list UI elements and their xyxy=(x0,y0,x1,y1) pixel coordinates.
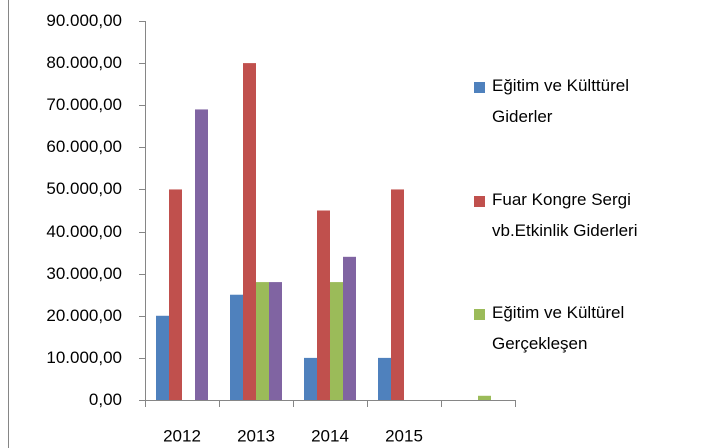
x-tick-label: 2012 xyxy=(163,426,201,445)
bar xyxy=(269,282,282,400)
bar xyxy=(304,357,317,400)
y-tick-label: 10.000,00 xyxy=(46,348,122,367)
y-tick-label: 60.000,00 xyxy=(46,137,122,156)
legend-label: Fuar Kongre Sergi vb.Etkinlik Giderleri xyxy=(492,190,638,240)
legend-swatch xyxy=(474,196,485,207)
legend-label: Eğitim ve Kültürel Gerçekleşen xyxy=(492,303,629,353)
x-tick-label: 2013 xyxy=(237,426,275,445)
bar xyxy=(378,357,391,400)
x-tick-label: 2015 xyxy=(385,426,423,445)
bar xyxy=(256,282,269,400)
bar xyxy=(169,189,182,400)
legend-swatch xyxy=(474,82,485,93)
bar xyxy=(330,282,343,400)
bar xyxy=(195,109,208,400)
legend-label: Eğitim ve Külttürel Giderler xyxy=(492,76,634,126)
bar xyxy=(343,256,356,400)
y-tick-label: 0,00 xyxy=(89,390,122,409)
x-tick-label: 2014 xyxy=(311,426,349,445)
bar xyxy=(230,294,243,400)
y-tick-label: 80.000,00 xyxy=(46,53,122,72)
y-tick-label: 30.000,00 xyxy=(46,264,122,283)
y-tick-label: 90.000,00 xyxy=(46,11,122,30)
y-tick-label: 20.000,00 xyxy=(46,306,122,325)
bar xyxy=(156,315,169,400)
bar xyxy=(478,395,491,400)
bar xyxy=(317,210,330,400)
bar xyxy=(243,63,256,400)
y-tick-label: 50.000,00 xyxy=(46,179,122,198)
bar xyxy=(391,189,404,400)
y-tick-label: 40.000,00 xyxy=(46,222,122,241)
y-tick-label: 70.000,00 xyxy=(46,95,122,114)
legend-swatch xyxy=(474,309,485,320)
